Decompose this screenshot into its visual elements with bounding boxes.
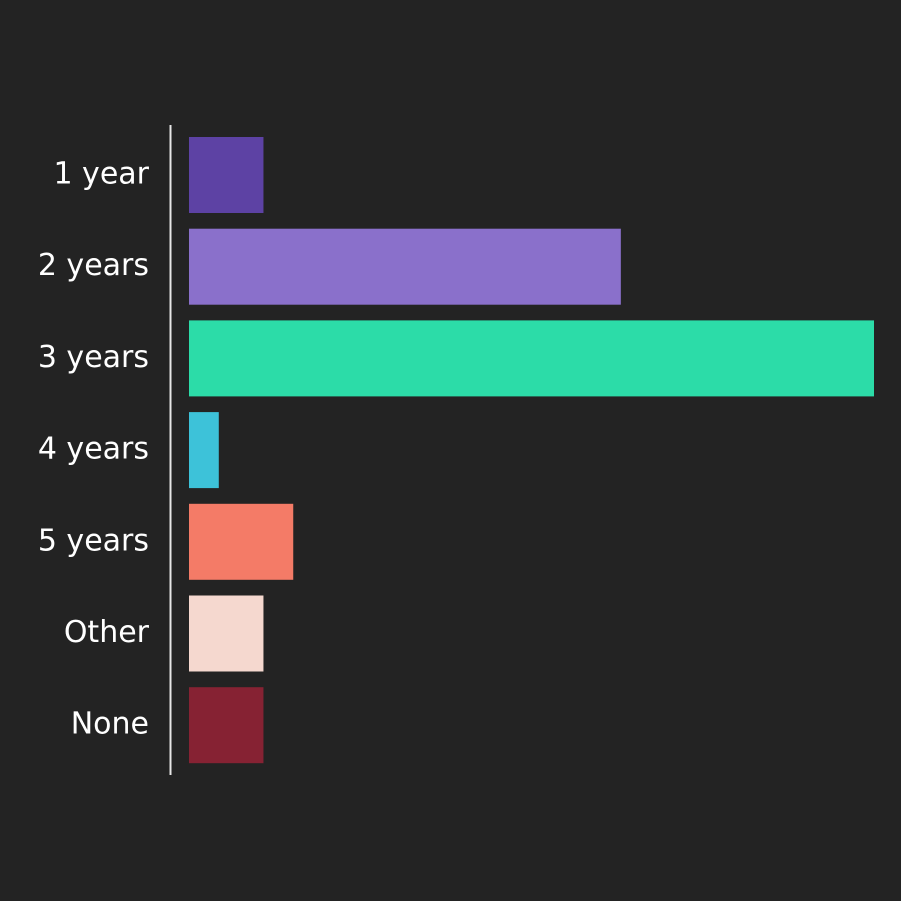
- bar: [189, 412, 219, 489]
- bar: [189, 503, 294, 580]
- bar: [189, 228, 621, 305]
- y-tick-label: Other: [64, 615, 150, 650]
- bar: [189, 137, 264, 213]
- bar: [189, 687, 264, 764]
- y-tick-label: 3 years: [38, 340, 149, 375]
- bar: [189, 320, 874, 397]
- y-tick-label: 5 years: [38, 523, 149, 558]
- y-tick-label: None: [71, 707, 149, 742]
- y-tick-label: 2 years: [38, 248, 149, 283]
- y-tick-label: 1 year: [53, 157, 149, 192]
- bar: [189, 595, 264, 672]
- y-tick-label: 4 years: [38, 432, 149, 467]
